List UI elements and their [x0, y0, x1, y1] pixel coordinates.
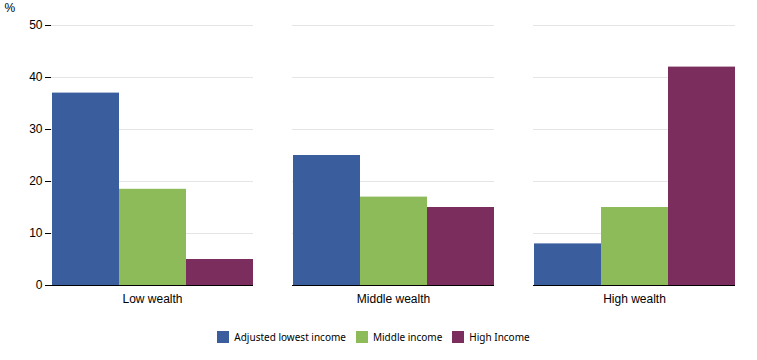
svg-text:10: 10 [29, 226, 43, 240]
html-text:Middle income: Middle income [373, 329, 443, 344]
svg-text:20: 20 [29, 174, 43, 188]
html-text:Adjusted lowest income: Adjusted lowest income [234, 329, 346, 344]
svg-text:40: 40 [29, 70, 43, 84]
svg-text:50: 50 [29, 18, 43, 32]
svg-text:%: % [5, 1, 16, 15]
svg-text:High wealth: High wealth [603, 292, 666, 306]
svg-text:Low wealth: Low wealth [122, 292, 182, 306]
html-text:High Income: High Income [469, 329, 530, 344]
svg-text:0: 0 [36, 278, 43, 292]
svg-text:Middle wealth: Middle wealth [357, 292, 430, 306]
svg-text:30: 30 [29, 122, 43, 136]
